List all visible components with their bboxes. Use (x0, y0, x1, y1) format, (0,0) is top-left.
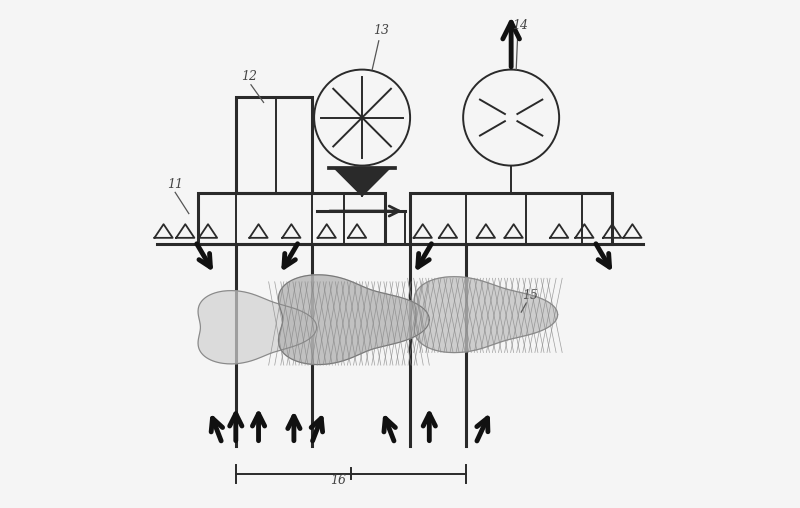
Bar (198, 194, 385, 244)
Bar (236, 98, 311, 194)
Bar (410, 194, 612, 244)
Text: 13: 13 (374, 24, 390, 37)
Polygon shape (278, 275, 430, 365)
Polygon shape (334, 168, 390, 196)
Text: 16: 16 (330, 474, 346, 487)
Text: 11: 11 (167, 178, 183, 192)
Polygon shape (414, 277, 558, 353)
Polygon shape (198, 291, 317, 364)
Text: 15: 15 (522, 290, 538, 302)
Text: 12: 12 (241, 70, 257, 83)
Text: 14: 14 (512, 19, 528, 32)
